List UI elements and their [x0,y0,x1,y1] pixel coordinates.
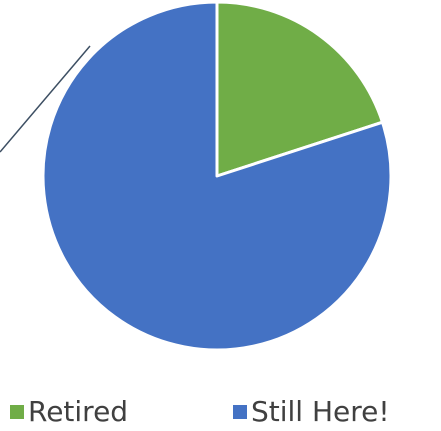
legend-swatch [233,405,247,419]
legend-swatch [10,405,24,419]
pie-slice [41,0,393,352]
leader-line [0,45,91,153]
legend-label: Retired [28,395,128,428]
pie-slice [215,0,384,178]
legend-label: Still Here! [251,395,390,428]
